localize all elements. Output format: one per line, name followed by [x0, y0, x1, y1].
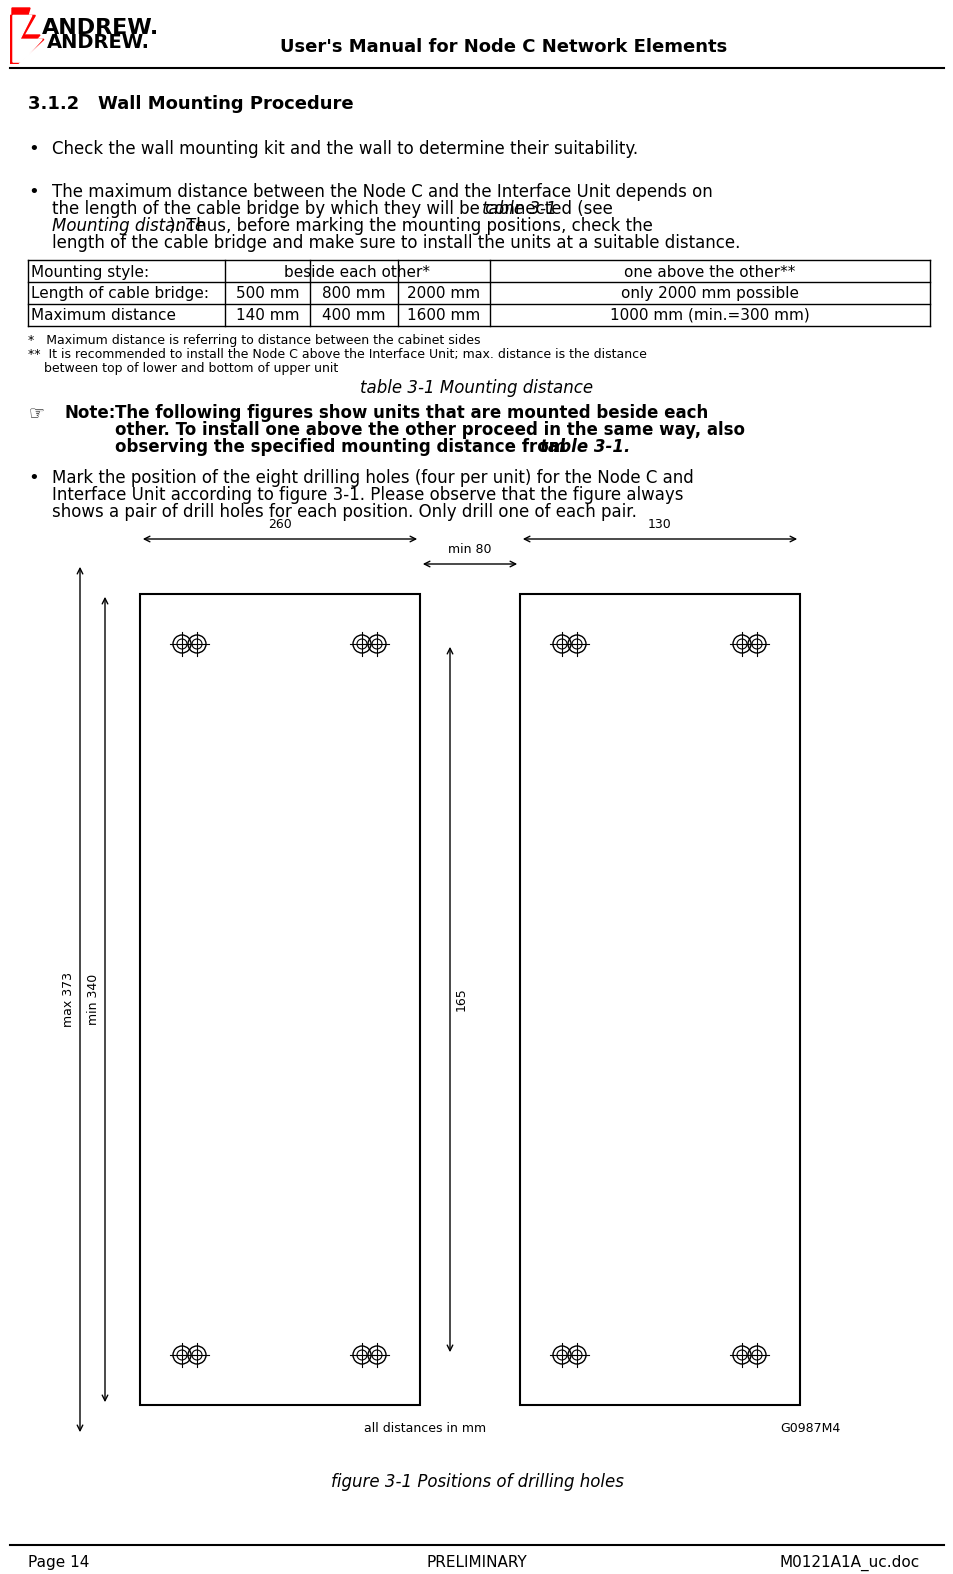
Text: ☞: ☞: [28, 405, 44, 422]
Text: Note:: Note:: [65, 405, 116, 422]
Text: table 3-1.: table 3-1.: [539, 438, 630, 456]
Text: only 2000 mm possible: only 2000 mm possible: [620, 286, 799, 301]
Text: **  It is recommended to install the Node C above the Interface Unit; max. dista: ** It is recommended to install the Node…: [28, 348, 646, 360]
Text: min 80: min 80: [448, 543, 491, 556]
Text: table 3-1 Mounting distance: table 3-1 Mounting distance: [360, 379, 593, 397]
Text: 165: 165: [455, 987, 468, 1012]
Text: The maximum distance between the Node C and the Interface Unit depends on: The maximum distance between the Node C …: [52, 183, 712, 201]
Text: figure 3-1 Positions of drilling holes: figure 3-1 Positions of drilling holes: [331, 1473, 622, 1491]
Text: Maximum distance: Maximum distance: [30, 309, 175, 323]
Text: one above the other**: one above the other**: [623, 264, 795, 280]
Text: length of the cable bridge and make sure to install the units at a suitable dist: length of the cable bridge and make sure…: [52, 235, 740, 252]
Text: ANDREW.: ANDREW.: [42, 17, 159, 38]
Text: *   Maximum distance is referring to distance between the cabinet sides: * Maximum distance is referring to dista…: [28, 334, 480, 346]
Text: •: •: [28, 183, 39, 201]
Text: 2000 mm: 2000 mm: [407, 286, 480, 301]
Text: observing the specified mounting distance from: observing the specified mounting distanc…: [115, 438, 571, 456]
Text: Page 14: Page 14: [28, 1555, 90, 1569]
Text: User's Manual for Node C Network Elements: User's Manual for Node C Network Element…: [280, 38, 726, 57]
Text: Mounting style:: Mounting style:: [30, 264, 149, 280]
Text: 500 mm: 500 mm: [235, 286, 299, 301]
Text: shows a pair of drill holes for each position. Only drill one of each pair.: shows a pair of drill holes for each pos…: [52, 504, 637, 521]
Text: G0987M4: G0987M4: [779, 1421, 840, 1435]
Text: all distances in mm: all distances in mm: [363, 1421, 485, 1435]
Bar: [140, 593, 419, 1406]
Bar: [519, 593, 800, 1406]
Text: 3.1.2   Wall Mounting Procedure: 3.1.2 Wall Mounting Procedure: [28, 94, 354, 113]
Text: 1000 mm (min.=300 mm): 1000 mm (min.=300 mm): [610, 309, 809, 323]
Text: 800 mm: 800 mm: [322, 286, 385, 301]
Text: other. To install one above the other proceed in the same way, also: other. To install one above the other pr…: [115, 420, 744, 439]
Text: •: •: [28, 469, 39, 486]
Text: Interface Unit according to figure 3-1. Please observe that the figure always: Interface Unit according to figure 3-1. …: [52, 486, 682, 504]
Text: 140 mm: 140 mm: [235, 309, 299, 323]
Text: max 373: max 373: [62, 973, 75, 1026]
Text: between top of lower and bottom of upper unit: between top of lower and bottom of upper…: [28, 362, 338, 375]
Text: Check the wall mounting kit and the wall to determine their suitability.: Check the wall mounting kit and the wall…: [52, 140, 638, 157]
Text: ANDREW.: ANDREW.: [48, 33, 151, 52]
Polygon shape: [12, 8, 40, 60]
Text: Length of cable bridge:: Length of cable bridge:: [30, 286, 209, 301]
Polygon shape: [10, 16, 44, 63]
Text: min 340: min 340: [87, 974, 100, 1025]
Text: ). Thus, before marking the mounting positions, check the: ). Thus, before marking the mounting pos…: [169, 217, 652, 235]
Text: the length of the cable bridge by which they will be connected (see: the length of the cable bridge by which …: [52, 200, 618, 219]
Text: 1600 mm: 1600 mm: [407, 309, 480, 323]
Text: 400 mm: 400 mm: [322, 309, 385, 323]
Text: table 3-1: table 3-1: [481, 200, 556, 219]
Text: M0121A1A_uc.doc: M0121A1A_uc.doc: [779, 1555, 919, 1571]
Text: 260: 260: [268, 518, 292, 530]
Text: PRELIMINARY: PRELIMINARY: [426, 1555, 527, 1569]
Text: .: .: [14, 27, 16, 35]
Text: •: •: [28, 140, 39, 157]
Text: Mark the position of the eight drilling holes (four per unit) for the Node C and: Mark the position of the eight drilling …: [52, 469, 693, 486]
Text: The following figures show units that are mounted beside each: The following figures show units that ar…: [115, 405, 707, 422]
Text: beside each other*: beside each other*: [284, 264, 430, 280]
Text: Mounting distance: Mounting distance: [52, 217, 205, 235]
Polygon shape: [13, 16, 42, 61]
Text: 130: 130: [647, 518, 671, 530]
